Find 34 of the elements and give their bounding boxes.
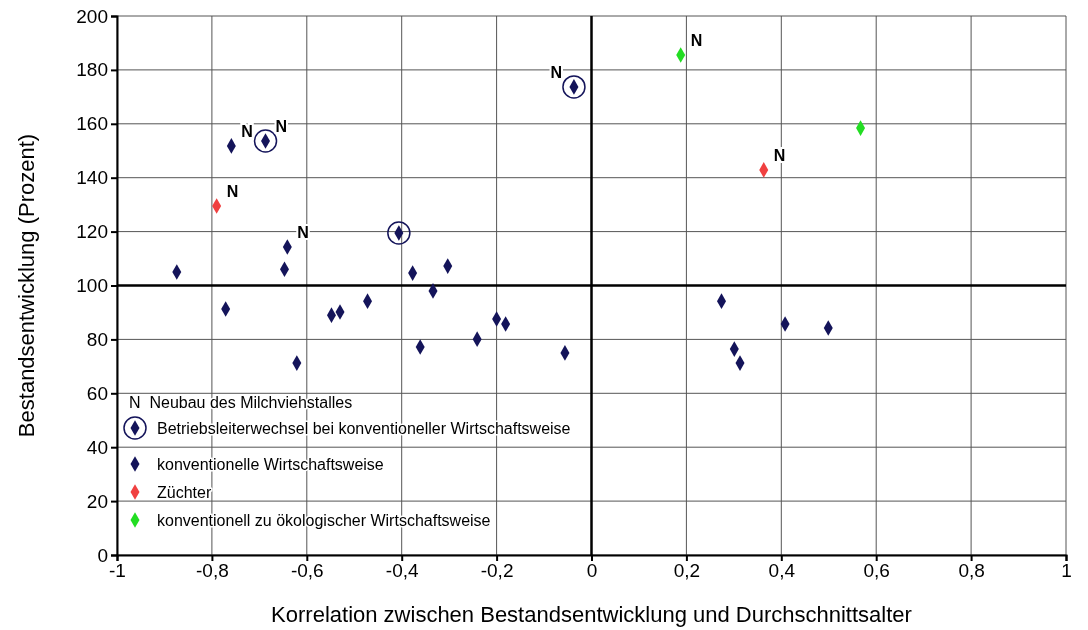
annotation: N	[226, 183, 239, 200]
annotation: N	[550, 63, 562, 81]
x-tick-label: 0,6	[863, 560, 890, 582]
x-tick-label: -0,6	[290, 560, 324, 582]
annotation: N	[275, 118, 288, 136]
annotation: N Neubau des Milchviehstalles	[129, 394, 353, 411]
x-tick-label: 0	[586, 560, 598, 582]
y-tick-label: 120	[76, 221, 108, 243]
legend-label: konventionelle Wirtschaftsweise	[157, 456, 384, 473]
y-tick-label: 100	[76, 275, 108, 297]
y-tick-label: 60	[86, 382, 108, 404]
annotation: N	[773, 146, 786, 164]
x-axis-title: Korrelation zwischen Bestandsentwicklung und Durchschnittsalter	[271, 602, 912, 627]
x-tick-label: 0,2	[673, 560, 701, 582]
x-tick-label: -1	[109, 560, 126, 582]
y-tick-label: 180	[76, 59, 108, 81]
annotation: N	[690, 32, 703, 50]
x-tick-label: -0,8	[196, 560, 229, 582]
legend-label: konventionell zu ökologischer Wirtschaftsweise	[157, 512, 491, 529]
y-tick-label: 200	[76, 5, 108, 27]
annotation: N	[241, 122, 253, 140]
y-axis-title: Bestandsentwicklung (Prozent)	[14, 133, 39, 438]
y-tick-label: 40	[86, 436, 108, 458]
x-tick-label: -0,2	[480, 560, 514, 582]
y-tick-label: 140	[76, 167, 108, 189]
x-tick-label: 1	[1061, 560, 1072, 582]
legend-label: Züchter	[157, 484, 212, 501]
y-tick-label: 20	[86, 490, 108, 512]
y-tick-label: 160	[76, 113, 108, 135]
y-tick-label: 80	[86, 328, 108, 350]
y-tick-label: 0	[97, 544, 108, 566]
x-tick-label: 0,8	[958, 560, 985, 582]
x-tick-label: 0,4	[768, 560, 796, 582]
x-tick-label: -0,4	[385, 560, 419, 582]
